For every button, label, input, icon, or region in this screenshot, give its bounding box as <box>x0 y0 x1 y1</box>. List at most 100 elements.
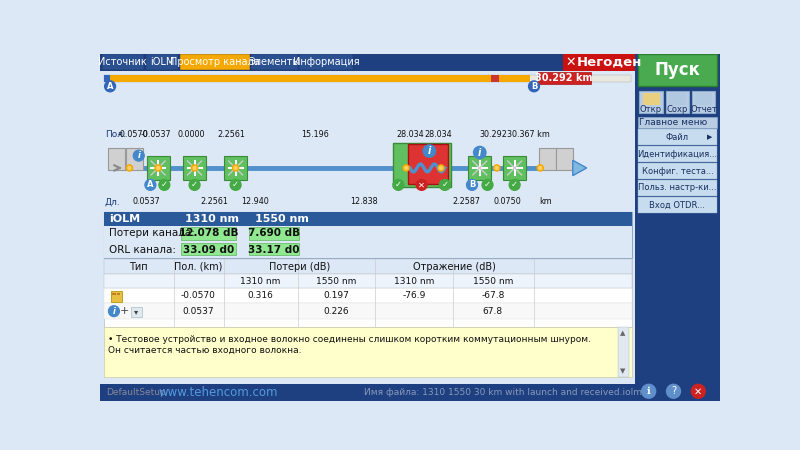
Text: Пол. (km): Пол. (km) <box>174 261 222 271</box>
Text: Он считается частью входного волокна.: Он считается частью входного волокна. <box>108 346 302 355</box>
Circle shape <box>126 165 133 171</box>
Bar <box>692 91 715 112</box>
Text: DefaultSetup: DefaultSetup <box>106 387 166 396</box>
Circle shape <box>189 180 200 190</box>
Bar <box>146 54 178 70</box>
Text: -0.0570: -0.0570 <box>118 130 148 140</box>
Bar <box>104 241 633 258</box>
Text: 30.367 km: 30.367 km <box>507 130 550 140</box>
Bar <box>638 117 717 128</box>
Text: ✓: ✓ <box>161 180 168 189</box>
Text: 0.0537: 0.0537 <box>182 307 214 316</box>
Bar <box>104 75 530 82</box>
Bar <box>104 75 110 82</box>
Bar <box>104 274 633 288</box>
Bar <box>108 148 125 170</box>
Text: Потери (dB): Потери (dB) <box>269 261 330 271</box>
Bar <box>111 291 122 302</box>
Bar <box>634 54 720 400</box>
Text: Конфиг. теста...: Конфиг. теста... <box>642 166 714 176</box>
Circle shape <box>482 180 493 190</box>
Circle shape <box>155 165 162 171</box>
Circle shape <box>145 180 156 190</box>
Bar <box>100 383 720 400</box>
Circle shape <box>393 180 404 190</box>
Text: 7.690 dB: 7.690 dB <box>247 229 300 238</box>
Circle shape <box>128 166 131 170</box>
Text: i: i <box>478 148 482 157</box>
Text: 0.0537: 0.0537 <box>133 198 160 207</box>
Bar <box>695 93 712 105</box>
Text: 30.292: 30.292 <box>480 130 508 140</box>
Text: ▶: ▶ <box>707 134 712 140</box>
Bar <box>639 91 662 112</box>
Bar <box>100 71 634 400</box>
Text: ✓: ✓ <box>191 180 198 189</box>
Bar <box>666 91 689 112</box>
Text: Пол.: Пол. <box>105 130 126 140</box>
Text: Потери канала:: Потери канала: <box>110 229 195 238</box>
Text: i: i <box>113 307 115 316</box>
Text: 0.0000: 0.0000 <box>178 130 205 140</box>
Text: Отражение (dB): Отражение (dB) <box>413 261 496 271</box>
Circle shape <box>405 166 408 170</box>
Text: 1310 nm: 1310 nm <box>394 277 434 286</box>
Bar <box>538 148 556 170</box>
Text: 1550 nm: 1550 nm <box>255 214 309 224</box>
Bar <box>299 54 354 70</box>
Text: • Тестовое устройство и входное волокно соединены слишком коротким коммутационны: • Тестовое устройство и входное волокно … <box>108 335 590 344</box>
Circle shape <box>159 180 170 190</box>
Bar <box>104 259 633 274</box>
Text: A: A <box>107 82 114 91</box>
Text: Главное меню: Главное меню <box>639 118 708 127</box>
Circle shape <box>529 81 539 92</box>
Bar <box>181 227 237 239</box>
Bar <box>146 157 170 180</box>
Bar <box>104 288 633 303</box>
Bar <box>104 75 631 82</box>
Circle shape <box>109 306 119 316</box>
Bar <box>126 148 143 170</box>
Text: ORL канала:: ORL канала: <box>110 245 176 255</box>
Bar <box>104 327 633 378</box>
Circle shape <box>416 180 427 190</box>
Bar <box>181 243 237 255</box>
Text: iOLM: iOLM <box>110 214 141 224</box>
Circle shape <box>438 165 444 171</box>
Text: B: B <box>531 82 537 91</box>
Text: 67.8: 67.8 <box>483 307 503 316</box>
Circle shape <box>193 166 196 170</box>
Text: ✓: ✓ <box>395 180 402 189</box>
Text: B: B <box>469 180 475 189</box>
Bar <box>183 157 206 180</box>
Bar <box>393 143 451 187</box>
Text: Польз. настр-ки...: Польз. настр-ки... <box>638 184 717 193</box>
Circle shape <box>191 165 198 171</box>
Text: -0.0570: -0.0570 <box>181 291 216 300</box>
Text: iOLM: iOLM <box>150 58 174 68</box>
Text: -67.8: -67.8 <box>482 291 505 300</box>
Text: Вход OTDR...: Вход OTDR... <box>650 200 706 209</box>
Circle shape <box>230 180 241 190</box>
Text: Информация: Информация <box>293 58 360 68</box>
Text: Элементы: Элементы <box>248 58 301 68</box>
Bar <box>224 157 247 180</box>
Text: 2.2561: 2.2561 <box>218 130 246 140</box>
Text: -76.9: -76.9 <box>402 291 426 300</box>
Bar <box>638 146 717 162</box>
Text: Пуск: Пуск <box>654 61 700 79</box>
Text: 1550 nm: 1550 nm <box>316 277 357 286</box>
Bar <box>556 148 573 170</box>
Text: 12.078 dB: 12.078 dB <box>178 229 238 238</box>
Bar <box>562 54 634 71</box>
Text: km: km <box>539 198 552 207</box>
Text: 1310 nm: 1310 nm <box>240 277 281 286</box>
Bar <box>104 259 633 327</box>
Text: i: i <box>138 151 140 160</box>
Text: Просмотр канала: Просмотр канала <box>170 58 259 68</box>
Bar <box>468 157 491 180</box>
Text: Негоден: Негоден <box>577 56 642 69</box>
Bar <box>642 93 659 105</box>
Bar <box>669 93 686 105</box>
Text: 33.17 d0: 33.17 d0 <box>248 245 299 255</box>
